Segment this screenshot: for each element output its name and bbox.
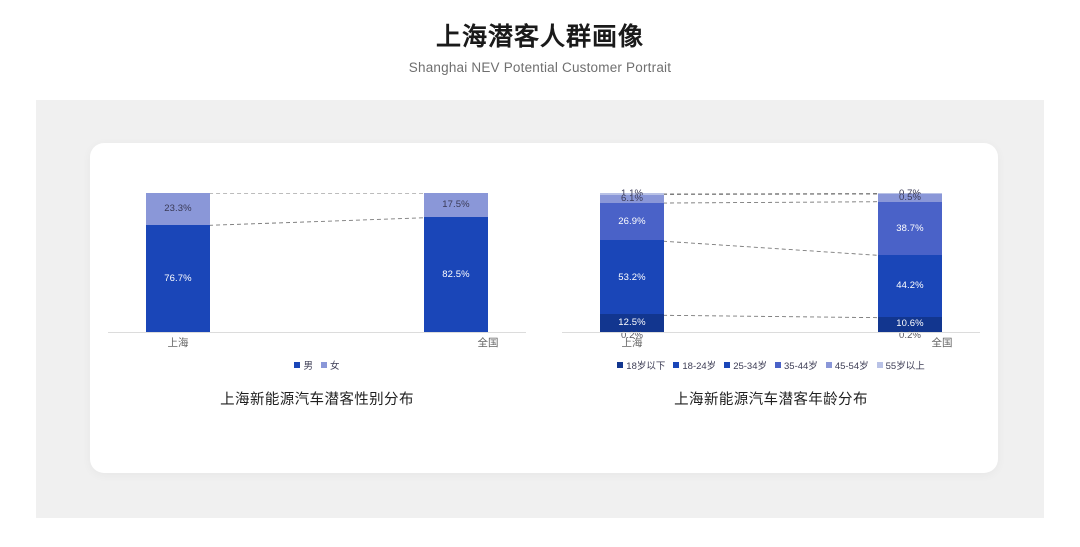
segment-55plus-national[interactable]: 0.7% — [878, 189, 942, 198]
segment-label: 0.2% — [898, 330, 922, 342]
legend-swatch-icon — [825, 362, 832, 368]
legend-label: 35-44岁 — [784, 361, 818, 372]
category-label-national: 全国 — [931, 337, 953, 349]
segment-55plus-shanghai[interactable]: 1.1% — [600, 189, 664, 198]
segment-female-national[interactable]: 17.5% — [424, 193, 488, 218]
legend-label: 女 — [330, 361, 340, 372]
legend-label: 55岁以上 — [885, 361, 925, 372]
legend-label: 男 — [303, 361, 313, 372]
legend-item-male[interactable]: 男 — [294, 358, 313, 372]
segment-label: 1.1% — [620, 188, 644, 199]
segment-label: 12.5% — [618, 317, 646, 329]
segment-45-54-national[interactable]: 0.5% — [878, 192, 942, 204]
segment-label: 0.2% — [620, 330, 644, 342]
segment-label: 76.7% — [164, 272, 192, 284]
legend-item-35-44[interactable]: 35-44岁 — [775, 358, 818, 372]
legend-swatch-icon — [724, 362, 731, 368]
segment-label: 17.5% — [442, 199, 470, 211]
segment-label: 10.6% — [896, 318, 924, 330]
legend-swatch-icon — [775, 362, 781, 368]
legend-swatch-icon — [876, 362, 883, 368]
legend-item-55plus[interactable]: 55岁以上 — [876, 358, 925, 372]
category-label-national: 全国 — [477, 337, 499, 349]
segment-label: 6.1% — [620, 193, 644, 204]
page-header: 上海潜客人群画像 Shanghai NEV Potential Customer… — [0, 0, 1080, 75]
bar-age-shanghai[interactable]: 1.1% 6.1% 26.9% 53.2% 12.5% 0. — [600, 189, 664, 340]
legend-swatch-icon — [673, 362, 680, 368]
plot-area-gender: 23.3% 76.7% 17.5% 82.5% — [108, 193, 526, 333]
category-labels-age: 上海 全国 — [562, 335, 980, 351]
x-axis-line — [108, 332, 526, 333]
segment-label: 44.2% — [896, 280, 924, 292]
chart-caption-age: 上海新能源汽车潜客年龄分布 — [674, 392, 868, 408]
segment-female-shanghai[interactable]: 23.3% — [146, 193, 210, 226]
segment-label: 38.7% — [896, 222, 924, 234]
segment-male-national[interactable]: 82.5% — [424, 217, 488, 332]
legend-age: 18岁以下 18-24岁 25-34岁 35-44岁 45-54岁 — [544, 358, 998, 372]
plot-area-age: 1.1% 6.1% 26.9% 53.2% 12.5% 0. — [562, 189, 980, 340]
segment-35-44-national[interactable]: 38.7% — [878, 201, 942, 256]
segment-label: 0.7% — [899, 189, 921, 199]
legend-label: 18岁以下 — [626, 361, 666, 372]
legend-swatch-icon — [321, 362, 327, 368]
category-label-shanghai: 上海 — [621, 337, 643, 349]
bar-gender-shanghai[interactable]: 23.3% 76.7% — [146, 193, 210, 332]
page-title: 上海潜客人群画像 — [435, 23, 644, 51]
legend-gender: 男 女 — [90, 358, 544, 372]
segment-male-shanghai[interactable]: 76.7% — [146, 225, 210, 332]
chart-age: 1.1% 6.1% 26.9% 53.2% 12.5% 0. — [544, 143, 998, 473]
page-subtitle: Shanghai NEV Potential Customer Portrait — [408, 60, 672, 76]
legend-item-45-54[interactable]: 45-54岁 — [825, 358, 869, 372]
legend-label: 25-34岁 — [733, 361, 767, 372]
legend-label: 45-54岁 — [834, 361, 869, 372]
segment-label: 0.5% — [898, 192, 922, 204]
segment-25-34-national[interactable]: 44.2% — [878, 255, 942, 317]
segment-35-44-shanghai[interactable]: 26.9% — [600, 202, 664, 241]
segment-label: 26.9% — [618, 215, 646, 227]
category-label-shanghai: 上海 — [167, 337, 189, 349]
legend-item-18-24[interactable]: 18-24岁 — [673, 358, 716, 372]
legend-swatch-icon — [617, 362, 624, 368]
segment-45-54-shanghai[interactable]: 6.1% — [600, 193, 664, 204]
legend-swatch-icon — [294, 362, 301, 368]
x-axis-line — [562, 332, 980, 333]
charts-row: 23.3% 76.7% 17.5% 82.5% 上海 — [90, 143, 998, 473]
category-labels-gender: 上海 全国 — [108, 335, 526, 351]
segment-label: 53.2% — [618, 271, 646, 283]
chart-gender: 23.3% 76.7% 17.5% 82.5% 上海 — [90, 143, 544, 473]
legend-item-under18[interactable]: 18岁以下 — [617, 358, 665, 372]
bar-age-national[interactable]: 0.7% 0.5% 38.7% 44.2% 10.6% 0. — [878, 189, 942, 340]
segment-18-24-national[interactable]: 10.6% — [878, 316, 942, 332]
legend-label: 18-24岁 — [682, 361, 717, 372]
charts-card: 23.3% 76.7% 17.5% 82.5% 上海 — [90, 143, 998, 473]
legend-item-25-34[interactable]: 25-34岁 — [724, 358, 767, 372]
bar-gender-national[interactable]: 17.5% 82.5% — [424, 193, 488, 332]
legend-item-female[interactable]: 女 — [321, 358, 340, 372]
segment-label: 82.5% — [442, 268, 470, 280]
segment-25-34-shanghai[interactable]: 53.2% — [600, 240, 664, 315]
chart-caption-gender: 上海新能源汽车潜客性别分布 — [220, 392, 414, 408]
segment-18-24-shanghai[interactable]: 12.5% — [600, 314, 664, 332]
segment-label: 23.3% — [164, 203, 192, 215]
